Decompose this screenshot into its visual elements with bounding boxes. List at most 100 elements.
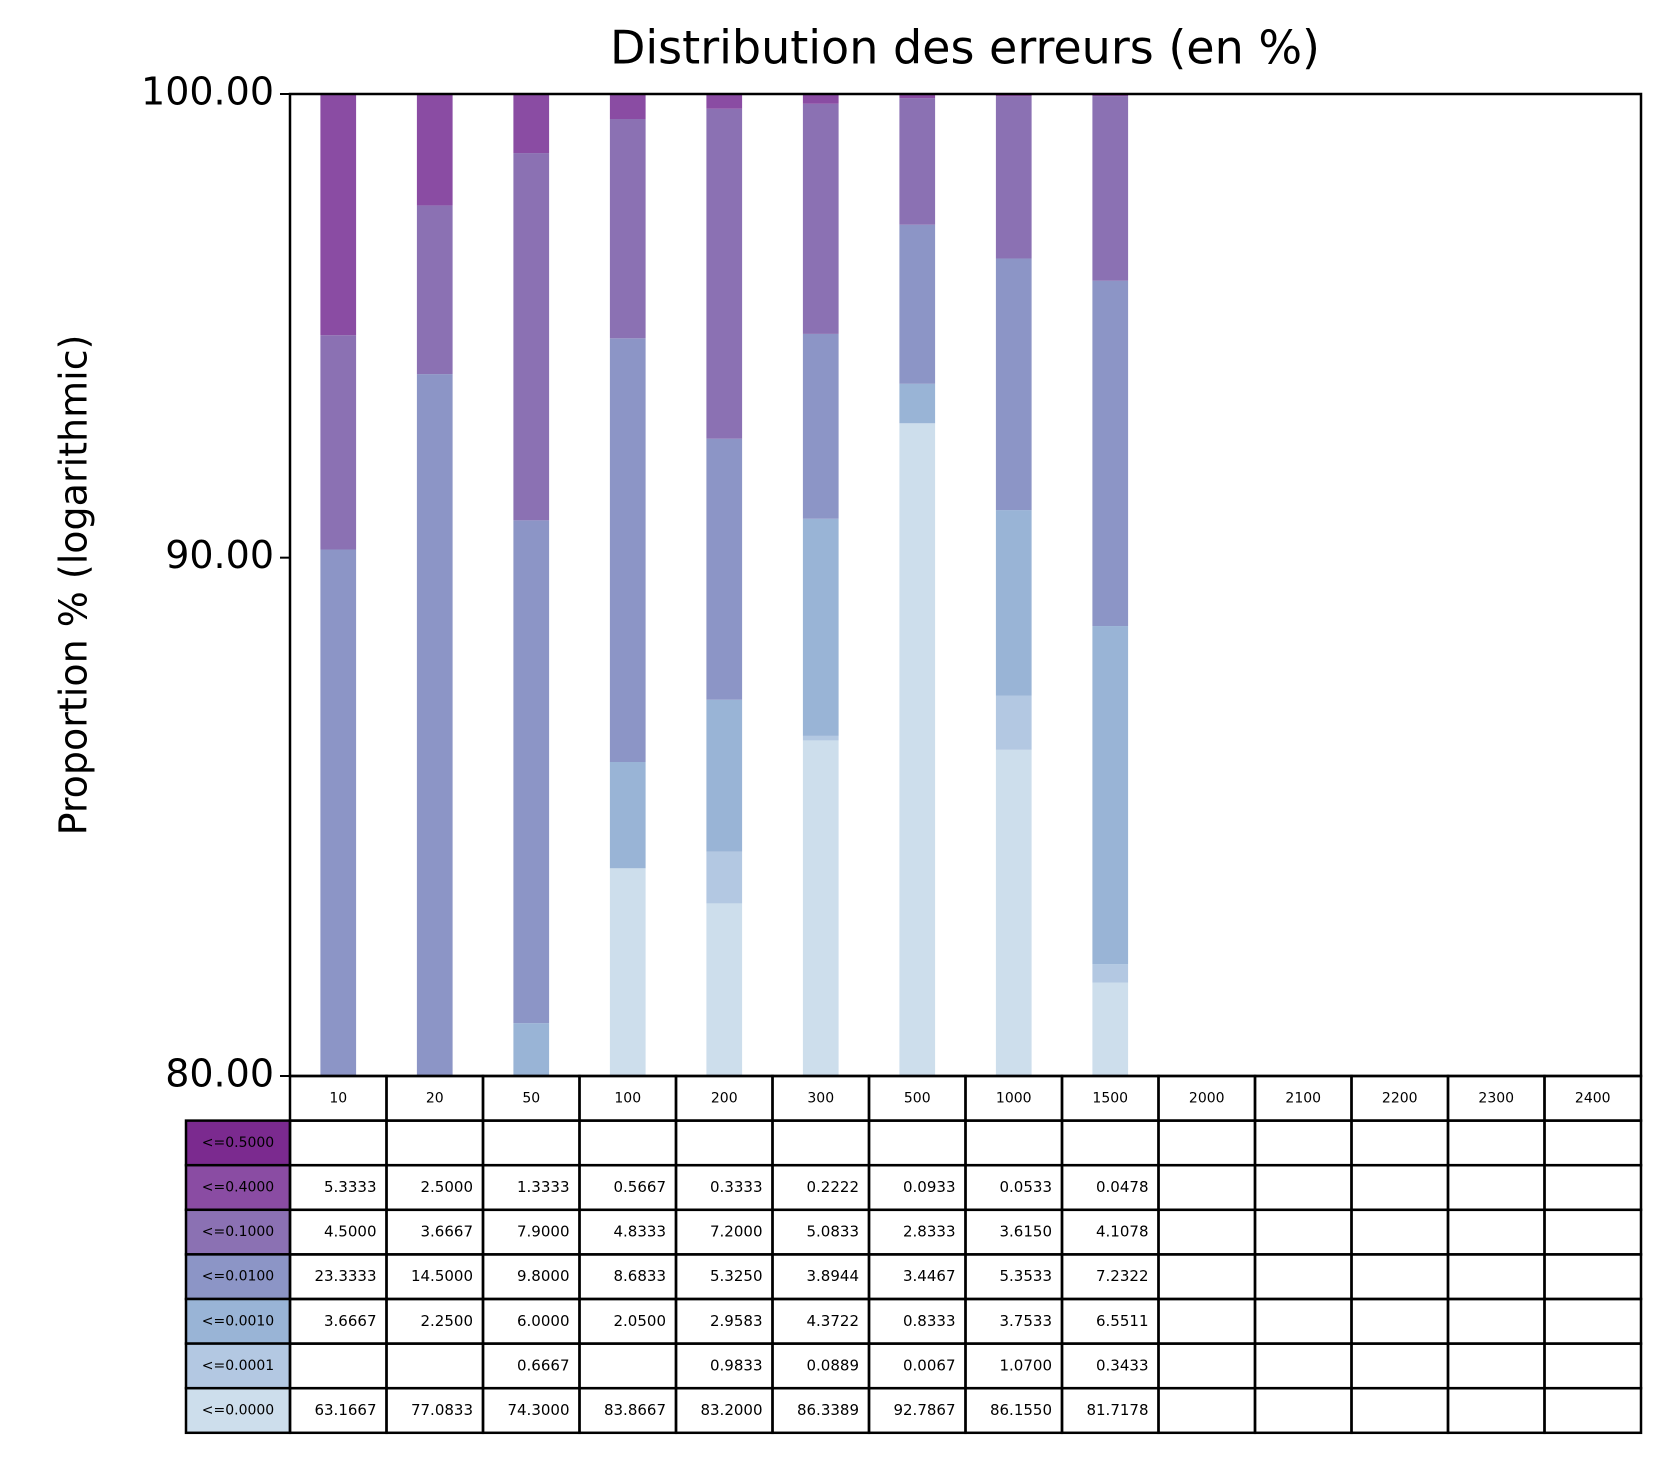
- table-value: 5.3250: [710, 1267, 763, 1285]
- bar-segment: [706, 903, 742, 1078]
- table-cell: [676, 1121, 773, 1166]
- bar-segment: [513, 94, 549, 153]
- table-cell: [1545, 1210, 1642, 1255]
- bar-segment: [610, 119, 646, 338]
- table-value: 81.7178: [1086, 1401, 1148, 1419]
- bar-segment: [1092, 964, 1128, 982]
- table-cell: [1159, 1344, 1256, 1389]
- table-cell: [1352, 1344, 1449, 1389]
- table-cell: [1255, 1344, 1352, 1389]
- table-value: 0.0533: [1000, 1178, 1053, 1196]
- bar-segment: [803, 334, 839, 519]
- table-cell: [1255, 1254, 1352, 1299]
- legend-label: <=0.4000: [202, 1180, 274, 1196]
- x-tick-label: 2300: [1478, 1090, 1514, 1106]
- table-value: 3.8944: [807, 1267, 860, 1285]
- table-value: 63.1667: [314, 1401, 376, 1419]
- bar-segment: [417, 205, 453, 374]
- bar-segment: [513, 520, 549, 1023]
- bar-segment: [706, 439, 742, 700]
- table-value: 5.0833: [807, 1223, 860, 1241]
- table-value: 4.1078: [1096, 1223, 1149, 1241]
- table-value: 5.3333: [324, 1178, 377, 1196]
- bar-segment: [803, 519, 839, 736]
- x-tick-label: 2400: [1575, 1090, 1611, 1106]
- table-cell: [1352, 1388, 1449, 1433]
- bar-segment: [996, 96, 1032, 258]
- table-value: 83.2000: [700, 1401, 762, 1419]
- bar-segment: [899, 98, 935, 225]
- bar-segment: [706, 94, 742, 109]
- table-cell: [1159, 1299, 1256, 1344]
- x-tick-label: 500: [904, 1090, 931, 1106]
- x-tick-label: 1500: [1092, 1090, 1128, 1106]
- bar-segment: [610, 762, 646, 868]
- y-axis-label: Proportion % (logarithmic): [52, 335, 96, 836]
- x-tick-label: 100: [614, 1090, 641, 1106]
- table-value: 7.2000: [710, 1223, 763, 1241]
- table-cell: [1255, 1210, 1352, 1255]
- table-value: 3.6150: [1000, 1223, 1053, 1241]
- x-tick-label: 2200: [1382, 1090, 1418, 1106]
- legend-label: <=0.0100: [202, 1269, 274, 1285]
- table-cell: [387, 1344, 484, 1389]
- bar-segment: [899, 423, 935, 1078]
- table-value: 8.6833: [614, 1267, 667, 1285]
- bar-segment: [320, 550, 356, 1078]
- bar-segment: [320, 94, 356, 335]
- x-tick-label: 1000: [996, 1090, 1032, 1106]
- x-tick-label: 50: [522, 1090, 540, 1106]
- table-value: 0.0933: [903, 1178, 956, 1196]
- table-value: 9.8000: [517, 1267, 570, 1285]
- table-cell: [1545, 1254, 1642, 1299]
- bar-segment: [996, 510, 1032, 695]
- table-cell: [1448, 1210, 1545, 1255]
- legend-label: <=0.0010: [202, 1313, 274, 1329]
- y-tick-label: 90.00: [165, 533, 274, 577]
- chart-title: Distribution des erreurs (en %): [610, 21, 1320, 75]
- table-cell: [290, 1121, 387, 1166]
- bar-segment: [1092, 983, 1128, 1078]
- table-value: 2.5000: [421, 1178, 474, 1196]
- table-value: 86.1550: [990, 1401, 1052, 1419]
- table-cell: [483, 1121, 580, 1166]
- table-value: 0.3333: [710, 1178, 763, 1196]
- table-value: 1.0700: [1000, 1356, 1053, 1374]
- bar-segment: [706, 700, 742, 852]
- table-cell: [290, 1344, 387, 1389]
- table-cell: [1545, 1165, 1642, 1210]
- table-cell: [1255, 1165, 1352, 1210]
- table-value: 4.8333: [614, 1223, 667, 1241]
- table-value: 7.9000: [517, 1223, 570, 1241]
- table-value: 6.5511: [1096, 1312, 1149, 1330]
- table-value: 0.2222: [807, 1178, 860, 1196]
- table-cell: [1159, 1388, 1256, 1433]
- table-value: 2.0500: [614, 1312, 667, 1330]
- table-value: 3.7533: [1000, 1312, 1053, 1330]
- table-value: 2.9583: [710, 1312, 763, 1330]
- y-tick-label: 100.00: [141, 70, 274, 114]
- table-value: 2.8333: [903, 1223, 956, 1241]
- bar-segment: [803, 94, 839, 104]
- table-cell: [869, 1121, 966, 1166]
- table-cell: [1352, 1210, 1449, 1255]
- table-value: 0.9833: [710, 1356, 763, 1374]
- table-value: 3.6667: [421, 1223, 474, 1241]
- table-cell: [1448, 1121, 1545, 1166]
- legend-label: <=0.0000: [202, 1403, 274, 1419]
- table-cell: [1545, 1121, 1642, 1166]
- table-value: 0.0478: [1096, 1178, 1149, 1196]
- table-value: 4.3722: [807, 1312, 860, 1330]
- table-value: 7.2322: [1096, 1267, 1149, 1285]
- table-value: 14.5000: [411, 1267, 473, 1285]
- table-value: 1.3333: [517, 1178, 570, 1196]
- bar-segment: [610, 94, 646, 119]
- legend-label: <=0.5000: [202, 1135, 274, 1151]
- x-tick-label: 2100: [1285, 1090, 1321, 1106]
- table-cell: [1448, 1165, 1545, 1210]
- table-cell: [1448, 1388, 1545, 1433]
- table-cell: [1545, 1388, 1642, 1433]
- table-cell: [1352, 1121, 1449, 1166]
